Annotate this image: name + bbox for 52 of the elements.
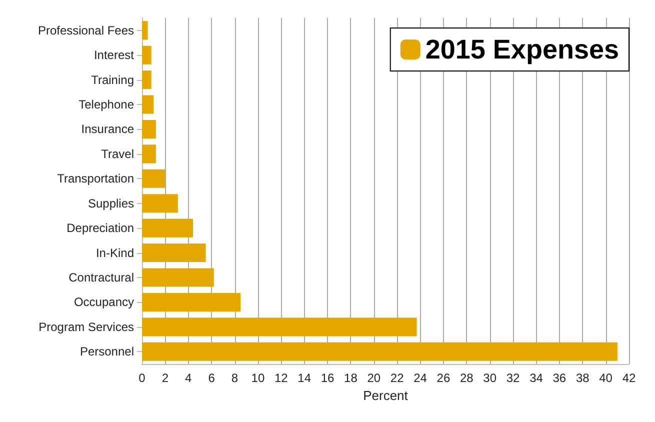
x-tick-label: 24 <box>414 371 428 385</box>
bar <box>142 70 152 90</box>
x-tick-label: 30 <box>483 371 497 385</box>
bar <box>142 144 156 164</box>
x-tick-label: 6 <box>208 371 216 385</box>
bar <box>142 46 152 64</box>
bar <box>142 169 166 188</box>
x-tick-label: 26 <box>436 371 450 385</box>
y-tick-label: Program Services <box>38 320 134 334</box>
y-tick-label: In-Kind <box>96 246 134 260</box>
y-tick-label: Supplies <box>88 196 134 210</box>
x-tick-label: 0 <box>138 371 146 385</box>
legend-label: 2015 Expenses <box>425 34 619 64</box>
bar <box>142 268 214 287</box>
bar <box>142 244 206 262</box>
x-tick-label: 16 <box>320 371 335 385</box>
y-tick-label: Interest <box>94 48 135 62</box>
x-tick-label: 36 <box>552 371 566 385</box>
x-tick-label: 12 <box>274 371 288 385</box>
bar <box>142 342 618 361</box>
x-tick-label: 42 <box>622 371 636 385</box>
x-tick-label: 8 <box>231 371 238 385</box>
bar <box>142 21 148 40</box>
x-tick-label: 10 <box>251 371 265 385</box>
bar <box>142 318 417 336</box>
y-tick-label: Transportation <box>57 172 134 186</box>
bar <box>142 120 156 138</box>
y-tick-label: Personnel <box>80 344 134 359</box>
x-tick-label: 18 <box>344 371 358 385</box>
x-tick-label: 20 <box>367 371 381 385</box>
y-tick-label: Travel <box>101 146 134 161</box>
y-tick-label: Occupancy <box>74 295 134 310</box>
x-tick-label: 38 <box>576 371 590 385</box>
y-tick-label: Insurance <box>81 122 134 136</box>
bar <box>142 292 241 312</box>
x-tick-label: 2 <box>162 371 169 385</box>
x-tick-label: 4 <box>185 371 192 385</box>
y-tick-label: Professional Fees <box>38 23 134 38</box>
x-axis-title: Percent <box>363 388 408 403</box>
y-tick-label: Contractural <box>68 270 134 284</box>
y-tick-label: Training <box>91 72 134 87</box>
x-tick-label: 28 <box>460 371 474 385</box>
y-tick-label: Telephone <box>78 98 134 112</box>
x-tick-label: 22 <box>390 371 404 385</box>
x-tick-label: 32 <box>506 371 520 385</box>
x-tick-label: 34 <box>530 371 544 385</box>
bar <box>142 194 178 213</box>
x-tick-label: 14 <box>298 371 312 385</box>
bar <box>142 218 194 238</box>
y-tick-label: Depreciation <box>66 221 134 236</box>
bar <box>142 95 154 114</box>
x-tick-label: 40 <box>599 371 613 385</box>
